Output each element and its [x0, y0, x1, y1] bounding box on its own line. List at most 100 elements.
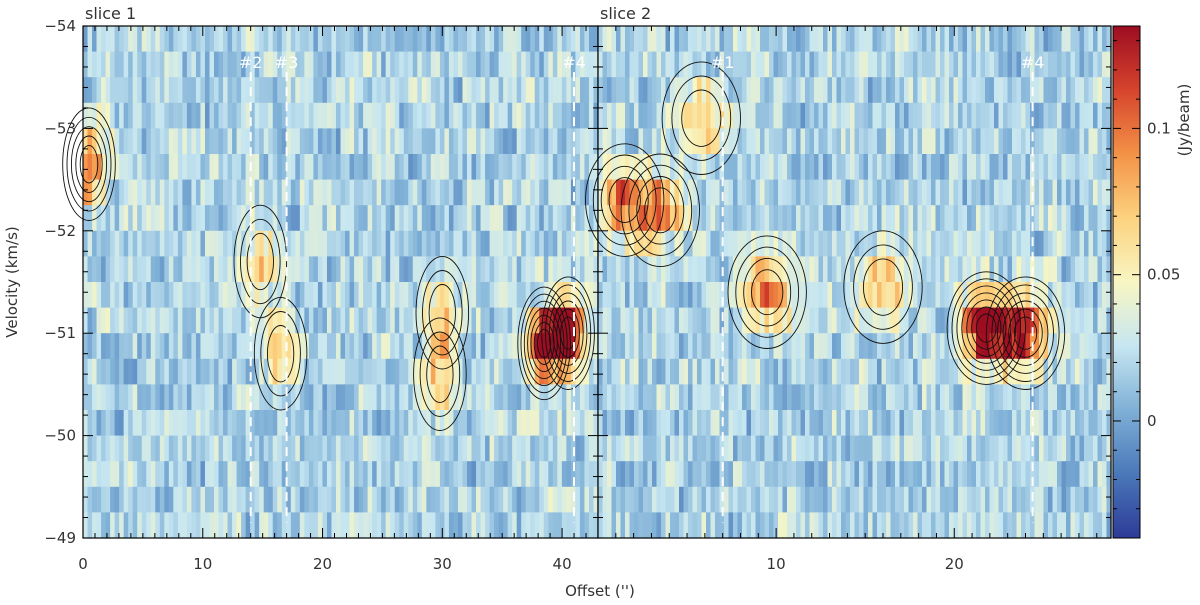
- heatmap-cell: [593, 435, 599, 462]
- heatmap-cell: [1057, 461, 1063, 488]
- heatmap-cell: [854, 179, 860, 206]
- heatmap-cell: [363, 512, 369, 539]
- heatmap-cell: [498, 282, 504, 309]
- heatmap-cell: [588, 51, 595, 78]
- heatmap-cell: [926, 205, 932, 232]
- heatmap-cell: [570, 461, 577, 488]
- heatmap-cell: [782, 128, 788, 155]
- heatmap-cell: [408, 282, 414, 309]
- heatmap-cell: [1070, 154, 1076, 181]
- heatmap-cell: [317, 26, 324, 53]
- heatmap-cell: [92, 486, 98, 513]
- heatmap-cell: [710, 307, 716, 334]
- heatmap-cell: [349, 410, 355, 437]
- heatmap-cell: [908, 102, 914, 129]
- heatmap-cell: [1030, 51, 1036, 78]
- heatmap-cell: [286, 461, 292, 488]
- heatmap-cell: [372, 205, 378, 232]
- heatmap-cell: [177, 77, 183, 104]
- heatmap-cell: [607, 461, 613, 488]
- heatmap-cell: [579, 179, 586, 206]
- heatmap-cell: [962, 282, 968, 309]
- heatmap-cell: [1012, 307, 1018, 334]
- heatmap-cell: [751, 128, 757, 155]
- heatmap-cell: [989, 102, 995, 129]
- heatmap-cell: [317, 384, 324, 411]
- heatmap-cell: [534, 51, 540, 78]
- heatmap-cell: [598, 410, 604, 437]
- heatmap-cell: [1075, 128, 1081, 155]
- heatmap-cell: [679, 486, 685, 513]
- heatmap-cell: [141, 358, 147, 385]
- heatmap-cell: [787, 205, 793, 232]
- heatmap-cell: [223, 51, 229, 78]
- contour-line: [428, 284, 456, 342]
- heatmap-cell: [322, 179, 328, 206]
- heatmap-cell: [204, 26, 211, 53]
- contour-line: [75, 135, 103, 193]
- heatmap-cell: [773, 179, 779, 206]
- heatmap-cell: [417, 307, 423, 334]
- heatmap-cell: [1057, 256, 1063, 283]
- heatmap-cell: [543, 179, 549, 206]
- heatmap-cell: [277, 358, 283, 385]
- heatmap-cell: [105, 461, 111, 488]
- heatmap-cell: [417, 26, 423, 53]
- heatmap-cell: [755, 333, 761, 360]
- heatmap-cell: [895, 205, 901, 232]
- heatmap-cell: [168, 384, 174, 411]
- heatmap-cell: [1097, 410, 1103, 437]
- heatmap-cell: [173, 384, 179, 411]
- heatmap-cell: [683, 26, 689, 53]
- heatmap-cell: [935, 333, 941, 360]
- heatmap-cell: [539, 256, 545, 283]
- heatmap-cell: [489, 205, 495, 232]
- heatmap-cell: [101, 102, 107, 129]
- heatmap-cell: [304, 358, 310, 385]
- heatmap-cell: [998, 384, 1004, 411]
- heatmap-cell: [250, 51, 256, 78]
- heatmap-cell: [787, 410, 793, 437]
- heatmap-cell: [268, 410, 274, 437]
- heatmap-cell: [331, 256, 337, 283]
- heatmap-cell: [114, 461, 120, 488]
- heatmap-cell: [426, 512, 432, 539]
- heatmap-cell: [322, 26, 328, 53]
- heatmap-cell: [1075, 384, 1081, 411]
- heatmap-cell: [1061, 384, 1067, 411]
- heatmap-cell: [498, 410, 504, 437]
- heatmap-cell: [295, 512, 301, 539]
- heatmap-cell: [697, 102, 703, 129]
- heatmap-cell: [1043, 154, 1049, 181]
- heatmap-cell: [236, 410, 242, 437]
- heatmap-cell: [204, 384, 211, 411]
- heatmap-cell: [638, 77, 644, 104]
- heatmap-cell: [823, 26, 829, 53]
- marker-label: #3: [275, 53, 299, 72]
- heatmap-cell: [101, 512, 107, 539]
- heatmap-cell: [114, 77, 120, 104]
- heatmap-cell: [218, 512, 224, 539]
- heatmap-cell: [146, 307, 152, 334]
- heatmap-cell: [1088, 512, 1094, 539]
- heatmap-cell: [575, 282, 581, 309]
- heatmap-cell: [426, 230, 432, 257]
- heatmap-cell: [494, 230, 500, 257]
- heatmap-cell: [850, 26, 856, 53]
- heatmap-cell: [539, 282, 545, 309]
- heatmap-cell: [579, 230, 586, 257]
- heatmap-cell: [782, 179, 788, 206]
- heatmap-cell: [710, 26, 716, 53]
- heatmap-cell: [308, 26, 314, 53]
- heatmap-cell: [1039, 256, 1045, 283]
- heatmap-cell: [381, 461, 387, 488]
- heatmap-cell: [647, 128, 653, 155]
- heatmap-cell: [539, 410, 545, 437]
- heatmap-cell: [665, 512, 671, 539]
- heatmap-cell: [304, 128, 310, 155]
- heatmap-cell: [1021, 230, 1027, 257]
- heatmap-cell: [985, 435, 991, 462]
- heatmap-cell: [683, 179, 689, 206]
- heatmap-cell: [494, 51, 500, 78]
- heatmap-cell: [863, 333, 869, 360]
